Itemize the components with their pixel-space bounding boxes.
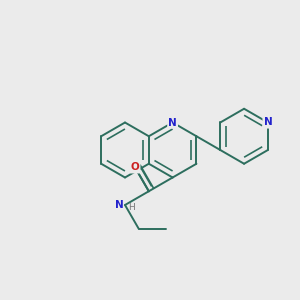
Text: N: N <box>168 118 177 128</box>
Text: N: N <box>263 118 272 128</box>
Text: O: O <box>131 162 140 172</box>
Text: N: N <box>115 200 123 210</box>
Text: H: H <box>128 203 135 212</box>
